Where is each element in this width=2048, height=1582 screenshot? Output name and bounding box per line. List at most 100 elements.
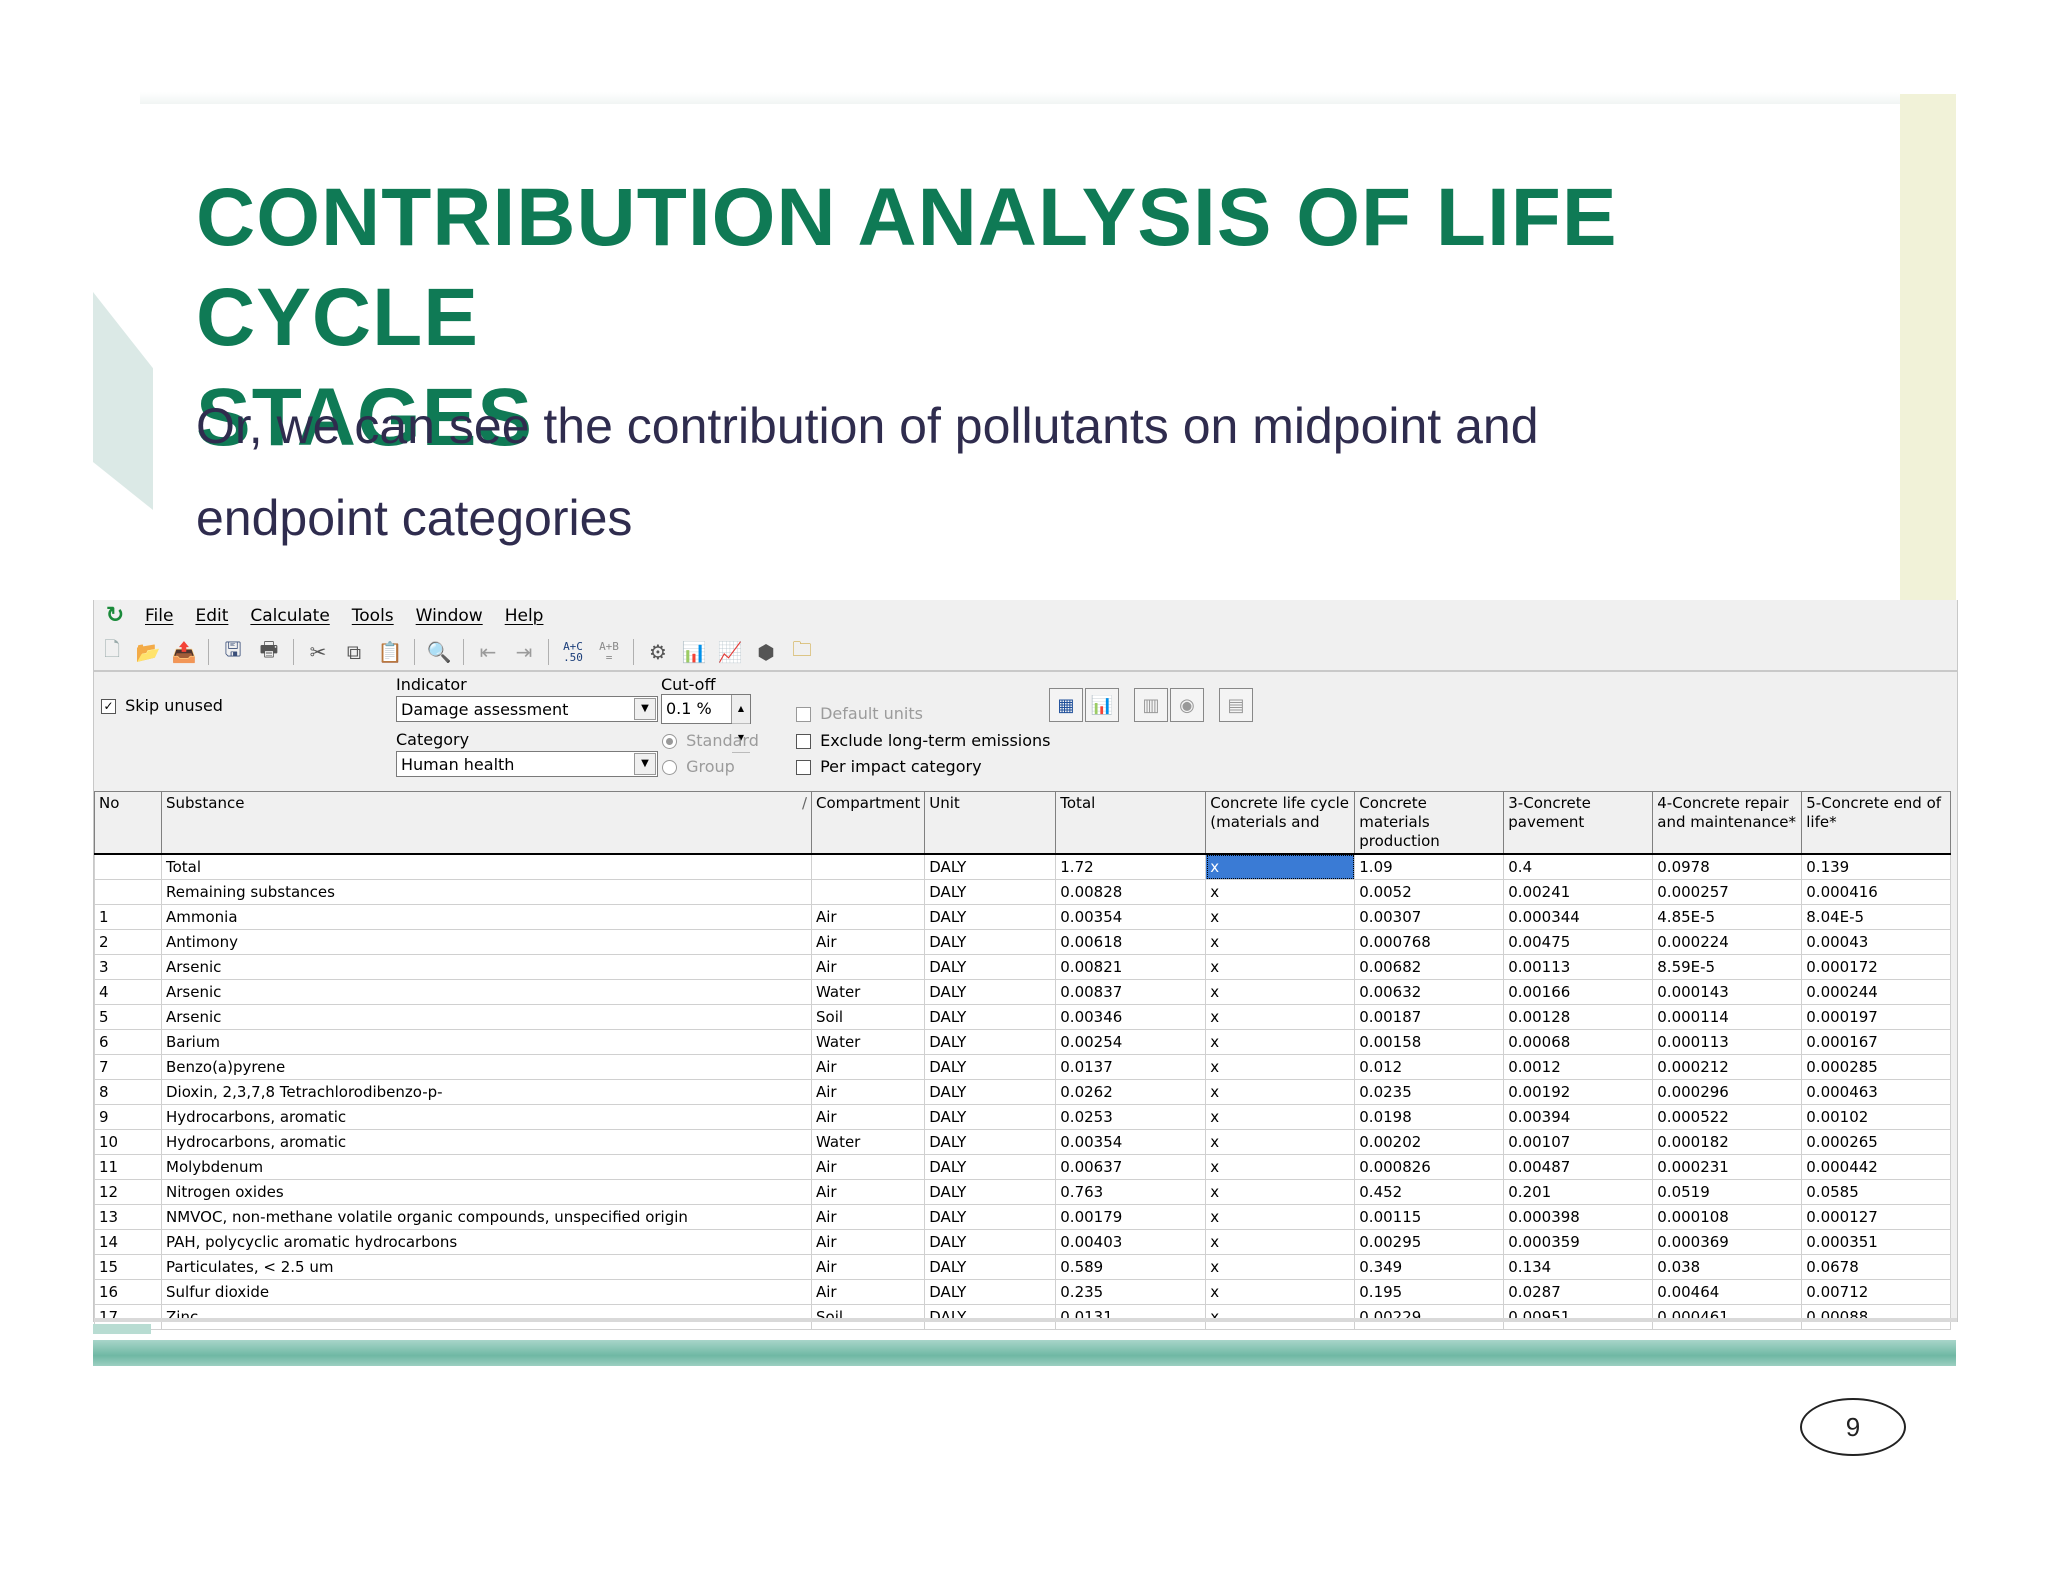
table-cell[interactable]: DALY (924, 1279, 1057, 1305)
table-cell[interactable]: 0.000143 (1652, 979, 1803, 1005)
table-cell[interactable]: 0.00821 (1055, 954, 1207, 980)
table-cell[interactable]: Air (810, 1079, 926, 1105)
table-cell[interactable]: 13 (94, 1204, 162, 1230)
menu-tools[interactable]: Tools (351, 606, 394, 626)
table-cell[interactable]: 4 (94, 979, 162, 1005)
table-row[interactable]: 6 Barium Water DALY 0.00254 x 0.00158 0.00068 0.… (94, 1029, 1952, 1055)
table-cell[interactable]: 0.00088 (1801, 1304, 1952, 1330)
table-cell[interactable]: 0.000257 (1652, 879, 1803, 905)
table-cell[interactable]: 0.000197 (1801, 1004, 1952, 1030)
default-units-option[interactable]: Default units (796, 704, 923, 723)
network-icon[interactable]: ⚙ (649, 640, 667, 664)
table-cell[interactable]: Air (810, 1104, 926, 1130)
table-cell[interactable] (810, 879, 926, 905)
table-cell[interactable]: Air (810, 929, 926, 955)
table-cell[interactable]: DALY (924, 1004, 1057, 1030)
table-cell[interactable]: 0.00487 (1503, 1154, 1654, 1180)
standard-radio[interactable] (662, 734, 677, 749)
table-cell[interactable]: DALY (924, 1029, 1057, 1055)
table-cell[interactable]: 8.04E-5 (1801, 904, 1952, 930)
per-impact-category-option[interactable]: Per impact category (796, 757, 982, 776)
column-header-repair-maintenance[interactable]: 4-Concrete repair and maintenance* (1652, 791, 1803, 855)
table-cell[interactable]: Arsenic (161, 979, 812, 1005)
table-cell[interactable]: x (1205, 1279, 1356, 1305)
table-cell[interactable]: DALY (924, 1204, 1057, 1230)
table-cell[interactable]: 5 (94, 1004, 162, 1030)
table-cell[interactable]: 7 (94, 1054, 162, 1080)
table-cell[interactable]: 0.00158 (1354, 1029, 1505, 1055)
table-cell[interactable]: 0.000461 (1652, 1304, 1803, 1330)
stacked-chart-icon[interactable]: 📈 (717, 640, 743, 664)
table-cell[interactable]: 0.0235 (1354, 1079, 1505, 1105)
table-row[interactable]: 17 Zinc Soil DALY 0.0131 x 0.00229 0.00951 0.000… (94, 1304, 1952, 1330)
table-cell[interactable]: 0.0262 (1055, 1079, 1207, 1105)
table-cell[interactable]: 0.00202 (1354, 1129, 1505, 1155)
menu-calculate[interactable]: Calculate (250, 606, 330, 626)
table-cell[interactable]: 0.0253 (1055, 1104, 1207, 1130)
table-cell[interactable]: DALY (924, 954, 1057, 980)
column-header-total[interactable]: Total (1055, 791, 1207, 855)
table-cell[interactable]: Total (161, 853, 812, 880)
table-cell[interactable] (810, 853, 926, 880)
column-header-unit[interactable]: Unit (924, 791, 1057, 855)
menu-edit[interactable]: Edit (195, 606, 229, 626)
table-row[interactable]: 10 Hydrocarbons, aromatic Water DALY 0.00354… (94, 1129, 1952, 1155)
table-row[interactable]: 12 Nitrogen oxides Air DALY 0.763 x 0.452 0.201… (94, 1179, 1952, 1205)
exclude-long-term-option[interactable]: Exclude long-term emissions (796, 731, 1051, 750)
table-cell[interactable]: DALY (924, 1304, 1057, 1330)
table-cell[interactable]: Zinc (161, 1304, 812, 1330)
table-cell[interactable]: 0.000108 (1652, 1204, 1803, 1230)
table-cell[interactable]: DALY (924, 1104, 1057, 1130)
table-cell[interactable]: 12 (94, 1179, 162, 1205)
table-cell[interactable]: 8.59E-5 (1652, 954, 1803, 980)
table-cell[interactable]: Barium (161, 1029, 812, 1055)
table-cell[interactable]: 8 (94, 1079, 162, 1105)
table-cell[interactable]: Arsenic (161, 954, 812, 980)
table-cell[interactable]: 0.000212 (1652, 1054, 1803, 1080)
table-cell[interactable]: 14 (94, 1229, 162, 1255)
table-cell[interactable]: DALY (924, 1229, 1057, 1255)
menu-window[interactable]: Window (415, 606, 483, 626)
standard-option[interactable]: Standard (662, 731, 759, 750)
cut-icon[interactable]: ✂ (309, 640, 327, 664)
group-radio[interactable] (662, 760, 677, 775)
menu-file[interactable]: File (145, 606, 174, 626)
table-cell[interactable]: 1.09 (1354, 853, 1505, 880)
table-cell[interactable]: 0.00115 (1354, 1204, 1505, 1230)
table-cell[interactable]: x (1205, 1179, 1356, 1205)
paste-icon[interactable]: 📋 (377, 640, 403, 664)
table-cell[interactable]: 0.000113 (1652, 1029, 1803, 1055)
table-cell[interactable]: 0.00394 (1503, 1104, 1654, 1130)
table-cell[interactable]: 16 (94, 1279, 162, 1305)
table-row[interactable]: 11 Molybdenum Air DALY 0.00637 x 0.000826 0.004… (94, 1154, 1952, 1180)
table-cell[interactable]: x (1205, 1054, 1356, 1080)
table-cell[interactable]: 0.00475 (1503, 929, 1654, 955)
table-row[interactable]: 14 PAH, polycyclic aromatic hydrocarbons A… (94, 1229, 1952, 1255)
table-cell[interactable]: 0.0198 (1354, 1104, 1505, 1130)
compare-icon[interactable]: A+C .50 (563, 640, 583, 664)
table-cell[interactable]: x (1205, 1104, 1356, 1130)
table-cell[interactable]: Water (810, 979, 926, 1005)
table-cell[interactable]: 0.00166 (1503, 979, 1654, 1005)
table-cell[interactable]: 0.0585 (1801, 1179, 1952, 1205)
table-cell[interactable]: 0.000351 (1801, 1229, 1952, 1255)
table-cell[interactable]: 6 (94, 1029, 162, 1055)
table-cell[interactable]: 0.763 (1055, 1179, 1207, 1205)
table-cell[interactable]: DALY (924, 1079, 1057, 1105)
table-cell[interactable]: Molybdenum (161, 1154, 812, 1180)
table-cell[interactable]: DALY (924, 1129, 1057, 1155)
table-cell[interactable]: 0.00464 (1652, 1279, 1803, 1305)
table-cell[interactable]: 0.0287 (1503, 1279, 1654, 1305)
skip-unused-option[interactable]: ✓ Skip unused (101, 696, 223, 715)
table-cell[interactable]: Sulfur dioxide (161, 1279, 812, 1305)
table-cell[interactable]: 0.00354 (1055, 1129, 1207, 1155)
table-row[interactable]: Remaining substances DALY 0.00828 x 0.0052 0.… (94, 879, 1952, 905)
category-select[interactable]: Human health ▼ (396, 751, 658, 777)
spin-down-icon[interactable]: ▼ (732, 724, 750, 753)
skip-unused-checkbox[interactable]: ✓ (101, 699, 116, 714)
menu-help[interactable]: Help (504, 606, 544, 626)
table-cell[interactable]: x (1205, 1129, 1356, 1155)
table-cell[interactable]: Arsenic (161, 1004, 812, 1030)
export-icon[interactable]: 📤 (171, 640, 197, 664)
table-cell[interactable]: DALY (924, 1179, 1057, 1205)
